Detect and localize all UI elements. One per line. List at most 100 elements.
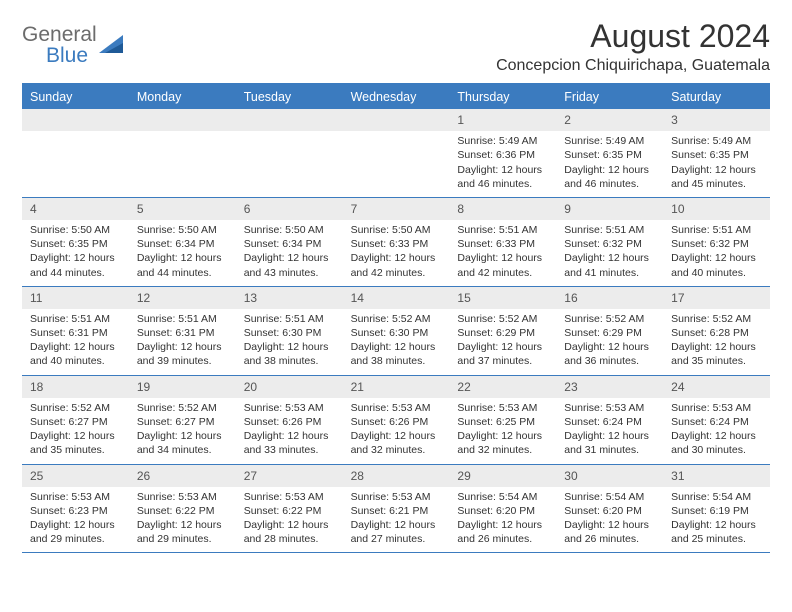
day-number: 15: [449, 287, 556, 309]
day-details: Sunrise: 5:53 AMSunset: 6:26 PMDaylight:…: [236, 398, 343, 464]
calendar-week: 11Sunrise: 5:51 AMSunset: 6:31 PMDayligh…: [22, 287, 770, 376]
calendar-day: 24Sunrise: 5:53 AMSunset: 6:24 PMDayligh…: [663, 376, 770, 464]
day-number: 23: [556, 376, 663, 398]
calendar-day: 29Sunrise: 5:54 AMSunset: 6:20 PMDayligh…: [449, 465, 556, 553]
calendar-day: 18Sunrise: 5:52 AMSunset: 6:27 PMDayligh…: [22, 376, 129, 464]
logo-text: General Blue: [22, 24, 97, 66]
day-details: Sunrise: 5:49 AMSunset: 6:35 PMDaylight:…: [663, 131, 770, 197]
calendar-day: 28Sunrise: 5:53 AMSunset: 6:21 PMDayligh…: [343, 465, 450, 553]
logo-triangle-icon: [99, 33, 127, 57]
day-number: 22: [449, 376, 556, 398]
day-details: Sunrise: 5:50 AMSunset: 6:33 PMDaylight:…: [343, 220, 450, 286]
day-number: 8: [449, 198, 556, 220]
day-number: 5: [129, 198, 236, 220]
day-number: 9: [556, 198, 663, 220]
day-details: Sunrise: 5:53 AMSunset: 6:23 PMDaylight:…: [22, 487, 129, 553]
weekday-label: Monday: [129, 85, 236, 109]
day-number: 19: [129, 376, 236, 398]
day-details: Sunrise: 5:53 AMSunset: 6:25 PMDaylight:…: [449, 398, 556, 464]
day-details: Sunrise: 5:52 AMSunset: 6:29 PMDaylight:…: [449, 309, 556, 375]
calendar-day: 26Sunrise: 5:53 AMSunset: 6:22 PMDayligh…: [129, 465, 236, 553]
calendar-day: 22Sunrise: 5:53 AMSunset: 6:25 PMDayligh…: [449, 376, 556, 464]
day-number: 31: [663, 465, 770, 487]
calendar-day: 7Sunrise: 5:50 AMSunset: 6:33 PMDaylight…: [343, 198, 450, 286]
day-details: Sunrise: 5:51 AMSunset: 6:32 PMDaylight:…: [663, 220, 770, 286]
calendar-day: [129, 109, 236, 197]
calendar-day: 8Sunrise: 5:51 AMSunset: 6:33 PMDaylight…: [449, 198, 556, 286]
day-details: Sunrise: 5:54 AMSunset: 6:20 PMDaylight:…: [449, 487, 556, 553]
day-details: Sunrise: 5:52 AMSunset: 6:29 PMDaylight:…: [556, 309, 663, 375]
day-details: Sunrise: 5:51 AMSunset: 6:31 PMDaylight:…: [22, 309, 129, 375]
day-details: Sunrise: 5:53 AMSunset: 6:26 PMDaylight:…: [343, 398, 450, 464]
day-number: 1: [449, 109, 556, 131]
day-details: Sunrise: 5:54 AMSunset: 6:20 PMDaylight:…: [556, 487, 663, 553]
day-number: 25: [22, 465, 129, 487]
day-number: 29: [449, 465, 556, 487]
logo: General Blue: [22, 24, 127, 66]
logo-word1: General: [22, 24, 97, 45]
day-details: Sunrise: 5:53 AMSunset: 6:24 PMDaylight:…: [556, 398, 663, 464]
calendar-day: 6Sunrise: 5:50 AMSunset: 6:34 PMDaylight…: [236, 198, 343, 286]
calendar-day: 13Sunrise: 5:51 AMSunset: 6:30 PMDayligh…: [236, 287, 343, 375]
day-details: Sunrise: 5:50 AMSunset: 6:34 PMDaylight:…: [236, 220, 343, 286]
calendar-day: 10Sunrise: 5:51 AMSunset: 6:32 PMDayligh…: [663, 198, 770, 286]
day-details: Sunrise: 5:51 AMSunset: 6:33 PMDaylight:…: [449, 220, 556, 286]
calendar-day: 11Sunrise: 5:51 AMSunset: 6:31 PMDayligh…: [22, 287, 129, 375]
weekday-header-row: SundayMondayTuesdayWednesdayThursdayFrid…: [22, 85, 770, 109]
day-number: 4: [22, 198, 129, 220]
day-details: Sunrise: 5:49 AMSunset: 6:35 PMDaylight:…: [556, 131, 663, 197]
calendar-week: 25Sunrise: 5:53 AMSunset: 6:23 PMDayligh…: [22, 465, 770, 554]
calendar-day: 12Sunrise: 5:51 AMSunset: 6:31 PMDayligh…: [129, 287, 236, 375]
calendar-week: 4Sunrise: 5:50 AMSunset: 6:35 PMDaylight…: [22, 198, 770, 287]
calendar-day: 15Sunrise: 5:52 AMSunset: 6:29 PMDayligh…: [449, 287, 556, 375]
day-details: Sunrise: 5:53 AMSunset: 6:22 PMDaylight:…: [129, 487, 236, 553]
day-number: 2: [556, 109, 663, 131]
day-number: 7: [343, 198, 450, 220]
calendar-week: 1Sunrise: 5:49 AMSunset: 6:36 PMDaylight…: [22, 109, 770, 198]
calendar-day: [22, 109, 129, 197]
day-number: [129, 109, 236, 131]
weekday-label: Wednesday: [343, 85, 450, 109]
calendar-day: 20Sunrise: 5:53 AMSunset: 6:26 PMDayligh…: [236, 376, 343, 464]
calendar-day: 14Sunrise: 5:52 AMSunset: 6:30 PMDayligh…: [343, 287, 450, 375]
calendar-day: 9Sunrise: 5:51 AMSunset: 6:32 PMDaylight…: [556, 198, 663, 286]
day-number: [236, 109, 343, 131]
day-number: 17: [663, 287, 770, 309]
day-details: Sunrise: 5:50 AMSunset: 6:34 PMDaylight:…: [129, 220, 236, 286]
calendar-day: 27Sunrise: 5:53 AMSunset: 6:22 PMDayligh…: [236, 465, 343, 553]
day-details: Sunrise: 5:53 AMSunset: 6:22 PMDaylight:…: [236, 487, 343, 553]
day-number: 24: [663, 376, 770, 398]
calendar-day: 16Sunrise: 5:52 AMSunset: 6:29 PMDayligh…: [556, 287, 663, 375]
weekday-label: Tuesday: [236, 85, 343, 109]
day-number: 10: [663, 198, 770, 220]
header: General Blue August 2024 Concepcion Chiq…: [22, 18, 770, 75]
calendar: SundayMondayTuesdayWednesdayThursdayFrid…: [22, 83, 770, 553]
calendar-day: 30Sunrise: 5:54 AMSunset: 6:20 PMDayligh…: [556, 465, 663, 553]
calendar-day: 4Sunrise: 5:50 AMSunset: 6:35 PMDaylight…: [22, 198, 129, 286]
day-number: 27: [236, 465, 343, 487]
calendar-day: 17Sunrise: 5:52 AMSunset: 6:28 PMDayligh…: [663, 287, 770, 375]
calendar-day: 19Sunrise: 5:52 AMSunset: 6:27 PMDayligh…: [129, 376, 236, 464]
location: Concepcion Chiquirichapa, Guatemala: [496, 57, 770, 75]
day-details: Sunrise: 5:52 AMSunset: 6:27 PMDaylight:…: [22, 398, 129, 464]
day-number: 30: [556, 465, 663, 487]
logo-word2: Blue: [46, 45, 97, 66]
calendar-day: 5Sunrise: 5:50 AMSunset: 6:34 PMDaylight…: [129, 198, 236, 286]
day-details: Sunrise: 5:50 AMSunset: 6:35 PMDaylight:…: [22, 220, 129, 286]
day-number: 12: [129, 287, 236, 309]
day-details: Sunrise: 5:51 AMSunset: 6:30 PMDaylight:…: [236, 309, 343, 375]
day-number: 26: [129, 465, 236, 487]
day-details: Sunrise: 5:53 AMSunset: 6:21 PMDaylight:…: [343, 487, 450, 553]
calendar-day: [236, 109, 343, 197]
day-number: 3: [663, 109, 770, 131]
day-details: Sunrise: 5:51 AMSunset: 6:31 PMDaylight:…: [129, 309, 236, 375]
day-details: Sunrise: 5:49 AMSunset: 6:36 PMDaylight:…: [449, 131, 556, 197]
day-number: 28: [343, 465, 450, 487]
calendar-body: 1Sunrise: 5:49 AMSunset: 6:36 PMDaylight…: [22, 109, 770, 553]
day-number: 14: [343, 287, 450, 309]
calendar-day: 3Sunrise: 5:49 AMSunset: 6:35 PMDaylight…: [663, 109, 770, 197]
calendar-week: 18Sunrise: 5:52 AMSunset: 6:27 PMDayligh…: [22, 376, 770, 465]
day-details: Sunrise: 5:52 AMSunset: 6:30 PMDaylight:…: [343, 309, 450, 375]
calendar-day: 2Sunrise: 5:49 AMSunset: 6:35 PMDaylight…: [556, 109, 663, 197]
title-block: August 2024 Concepcion Chiquirichapa, Gu…: [496, 18, 770, 75]
